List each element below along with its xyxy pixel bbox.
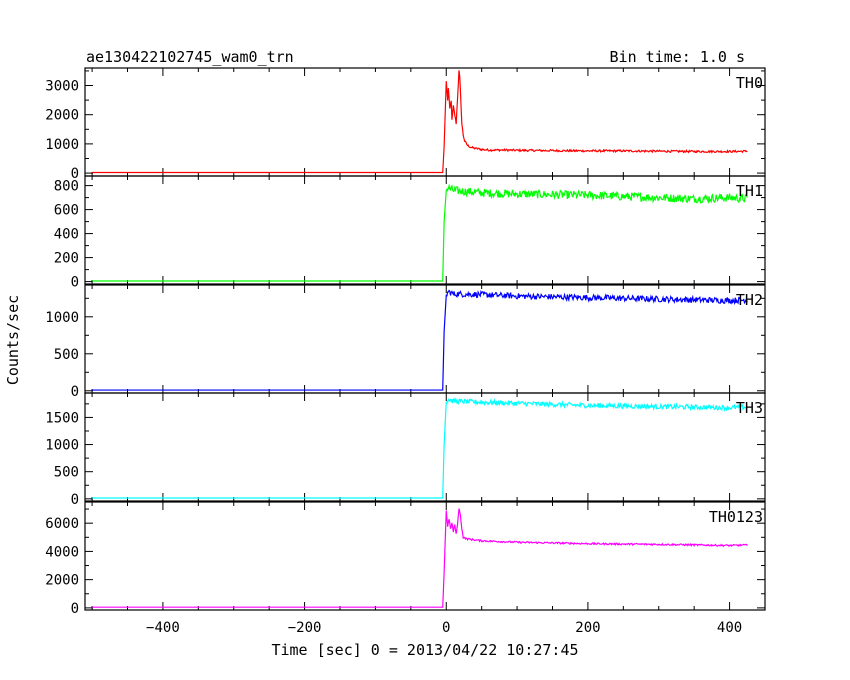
series-line-th0123 [92, 508, 748, 608]
series-line-th0 [92, 70, 748, 174]
y-tick-label: 1000 [45, 310, 79, 326]
panel-label-th2: TH2 [736, 291, 763, 309]
y-tick-label: 1500 [45, 410, 79, 426]
panel-th2: 0 500 1000 TH2 [45, 284, 766, 400]
panel-th0123: 0 2000 4000 6000 TH0123 [45, 501, 766, 617]
panel-th0: 0 1000 2000 3000 TH0 [45, 67, 766, 182]
series-line-th3 [92, 397, 748, 499]
x-tick-label: −200 [288, 620, 322, 636]
y-tick-label: 0 [71, 275, 79, 291]
x-axis: −400 −200 0 200 400 [146, 620, 742, 636]
panel-frame [84, 501, 766, 611]
y-tick-label: 3000 [45, 79, 79, 95]
y-tick-label: 200 [54, 251, 79, 267]
y-tick-label: 0 [71, 601, 79, 617]
x-tick-label: 400 [717, 620, 742, 636]
panel-frame [84, 175, 766, 285]
panel-frame [84, 284, 766, 394]
y-tick-label: 1000 [45, 137, 79, 153]
y-tick-label: 400 [54, 227, 79, 243]
y-tick-label: 2000 [45, 573, 79, 589]
y-tick-label: 4000 [45, 544, 79, 560]
y-tick-label: 0 [71, 492, 79, 508]
y-axis-label: Counts/sec [4, 295, 22, 385]
panels-group: 0 1000 2000 3000 TH0 0 200 400 600 800 TH1 0 500 1000… [45, 67, 766, 617]
panel-label-th0: TH0 [736, 74, 763, 92]
series-line-th1 [92, 183, 748, 282]
x-tick-label: 0 [442, 620, 450, 636]
y-tick-label: 1000 [45, 438, 79, 454]
series-line-th2 [92, 289, 748, 391]
panel-label-th1: TH1 [736, 182, 763, 200]
y-tick-label: 0 [71, 166, 79, 182]
y-tick-label: 800 [54, 179, 79, 195]
y-tick-label: 2000 [45, 108, 79, 124]
y-tick-label: 600 [54, 203, 79, 219]
panel-label-th0123: TH0123 [709, 508, 763, 526]
x-tick-label: −400 [146, 620, 180, 636]
panel-th3: 0 500 1000 1500 TH3 [45, 392, 766, 508]
y-tick-label: 500 [54, 347, 79, 363]
panel-frame [84, 392, 766, 502]
y-tick-label: 500 [54, 465, 79, 481]
y-tick-label: 0 [71, 384, 79, 400]
x-tick-label: 200 [575, 620, 600, 636]
x-axis-label: Time [sec] 0 = 2013/04/22 10:27:45 [271, 641, 578, 659]
panel-th1: 0 200 400 600 800 TH1 [54, 175, 766, 291]
panel-label-th3: TH3 [736, 399, 763, 417]
panel-frame [84, 67, 766, 177]
bin-time-label: Bin time: 1.0 s [610, 48, 745, 66]
chart-title: ae130422102745_wam0_trn [86, 48, 294, 66]
y-tick-label: 6000 [45, 516, 79, 532]
